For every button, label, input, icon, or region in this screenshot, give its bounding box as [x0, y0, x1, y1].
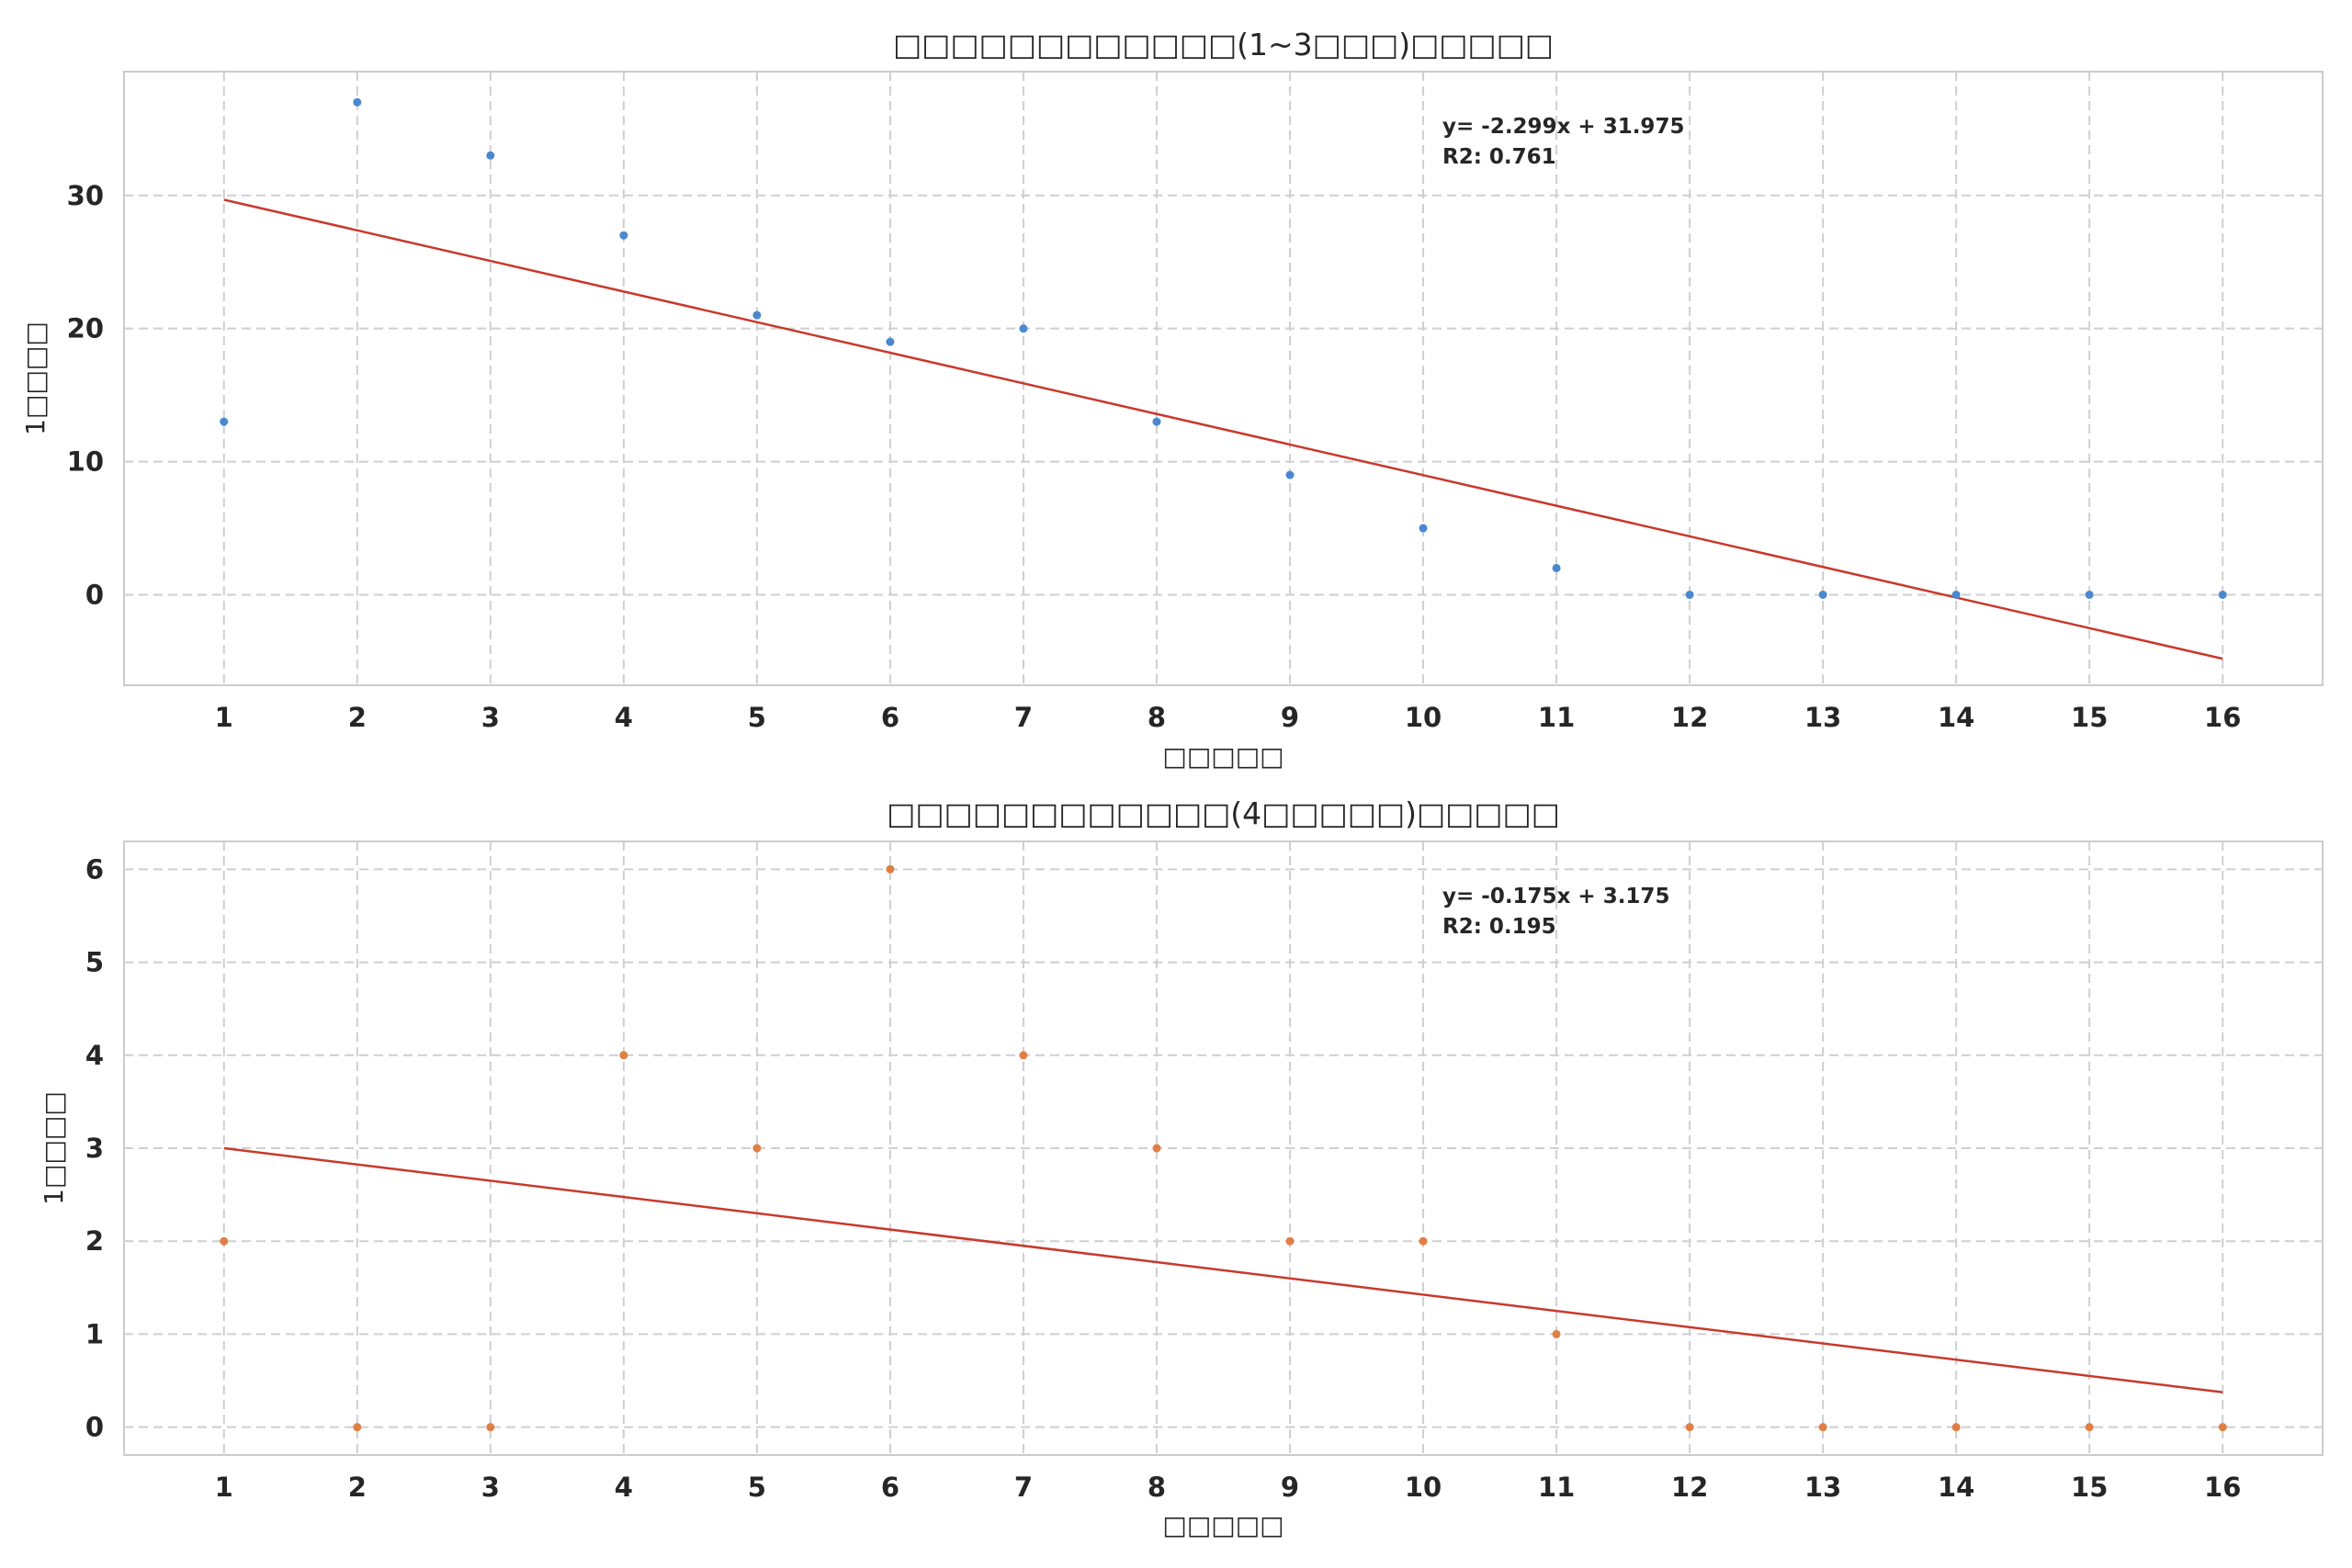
plot-area [123, 840, 2324, 1456]
y-tick-label: 2 [85, 1225, 104, 1257]
data-point [886, 864, 895, 874]
x-tick-label: 14 [1938, 702, 1974, 733]
x-axis-label: □□□□□ [1162, 1510, 1283, 1540]
trendline [223, 1146, 2223, 1393]
data-point [1951, 1423, 1961, 1432]
x-tick-label: 14 [1938, 1472, 1974, 1503]
x-axis-label: □□□□□ [1162, 741, 1283, 772]
x-tick-label: 8 [1148, 1472, 1166, 1503]
data-point [1818, 590, 1827, 599]
data-point [1951, 590, 1961, 599]
plot-area [123, 71, 2324, 686]
y-tick-label: 20 [67, 313, 104, 344]
y-axis-label: 1□□□□ [39, 1091, 69, 1205]
x-tick-label: 8 [1148, 702, 1166, 733]
y-tick-label: 30 [67, 180, 104, 211]
regression-annotation: R2: 0.195 [1442, 915, 1556, 939]
x-tick-label: 6 [881, 1472, 899, 1503]
data-point [886, 337, 895, 346]
x-tick-label: 12 [1671, 702, 1708, 733]
y-tick-label: 6 [85, 853, 104, 885]
x-tick-label: 9 [1281, 702, 1299, 733]
y-tick-label: 3 [85, 1133, 104, 1164]
data-point [1419, 524, 1428, 533]
data-point [353, 1423, 362, 1432]
data-point [1685, 590, 1694, 599]
data-point [752, 1144, 762, 1153]
y-tick-label: 4 [85, 1040, 104, 1071]
x-tick-label: 11 [1538, 1472, 1575, 1503]
x-tick-label: 15 [2071, 1472, 2108, 1503]
regression-annotation: y= -2.299x + 31.975 [1442, 115, 1684, 139]
chart-title: □□□□□□□□□□□□(1~3□□□)□□□□□ [893, 27, 1554, 62]
data-point [2218, 1423, 2227, 1432]
data-point [2218, 590, 2227, 599]
y-axis-label: 1□□□□ [20, 321, 51, 435]
data-point [1818, 1423, 1827, 1432]
x-tick-label: 10 [1405, 1472, 1442, 1503]
data-point [2085, 1423, 2094, 1432]
x-tick-label: 7 [1014, 702, 1033, 733]
trendline [223, 198, 2223, 660]
data-point [1019, 1051, 1028, 1060]
y-tick-label: 1 [85, 1318, 104, 1349]
data-point [619, 231, 628, 240]
x-tick-label: 5 [748, 702, 766, 733]
x-tick-label: 2 [348, 702, 367, 733]
data-point [1552, 1329, 1561, 1338]
data-point [1152, 1144, 1161, 1153]
x-tick-label: 3 [481, 702, 500, 733]
x-tick-label: 6 [881, 702, 899, 733]
data-point [1019, 324, 1028, 333]
y-tick-label: 5 [85, 947, 104, 978]
x-tick-label: 9 [1281, 1472, 1299, 1503]
data-point [486, 1423, 495, 1432]
x-tick-label: 12 [1671, 1472, 1708, 1503]
data-point [1685, 1423, 1694, 1432]
x-tick-label: 10 [1405, 702, 1442, 733]
data-point [1152, 417, 1161, 426]
x-tick-label: 2 [348, 1472, 367, 1503]
x-tick-label: 16 [2204, 702, 2241, 733]
data-point [220, 417, 229, 426]
x-tick-label: 16 [2204, 1472, 2241, 1503]
x-tick-label: 1 [215, 702, 233, 733]
data-point [353, 97, 362, 107]
x-tick-label: 13 [1804, 702, 1841, 733]
regression-annotation: y= -0.175x + 3.175 [1442, 885, 1669, 908]
data-point [619, 1051, 628, 1060]
x-tick-label: 15 [2071, 702, 2108, 733]
x-tick-label: 7 [1014, 1472, 1033, 1503]
y-tick-label: 10 [67, 446, 104, 478]
regression-annotation: R2: 0.761 [1442, 145, 1556, 169]
data-point [1419, 1236, 1428, 1246]
data-point [220, 1236, 229, 1246]
x-tick-label: 4 [615, 702, 633, 733]
y-tick-label: 0 [85, 579, 104, 610]
data-point [1552, 563, 1561, 572]
data-point [2085, 590, 2094, 599]
x-tick-label: 3 [481, 1472, 500, 1503]
x-tick-label: 1 [215, 1472, 233, 1503]
data-point [1285, 470, 1295, 479]
chart-title: □□□□□□□□□□□□(4□□□□□)□□□□□ [887, 795, 1560, 831]
y-tick-label: 0 [85, 1412, 104, 1443]
data-point [752, 310, 762, 320]
data-point [1285, 1236, 1295, 1246]
x-tick-label: 13 [1804, 1472, 1841, 1503]
x-tick-label: 4 [615, 1472, 633, 1503]
data-point [486, 151, 495, 160]
x-tick-label: 11 [1538, 702, 1575, 733]
x-tick-label: 5 [748, 1472, 766, 1503]
